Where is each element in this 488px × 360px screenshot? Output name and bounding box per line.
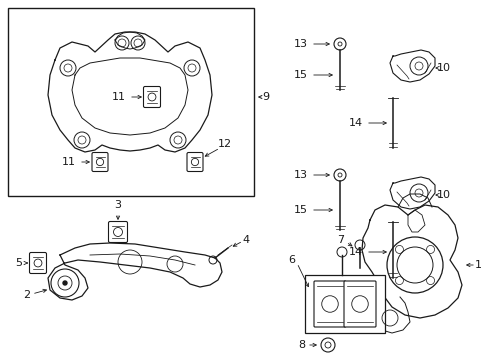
FancyBboxPatch shape [186, 153, 203, 171]
Text: 2: 2 [23, 290, 30, 300]
Text: 15: 15 [293, 205, 307, 215]
Text: 10: 10 [436, 190, 450, 200]
Text: 6: 6 [287, 255, 294, 265]
Text: 10: 10 [436, 63, 450, 73]
FancyBboxPatch shape [108, 221, 127, 243]
Text: 15: 15 [293, 70, 307, 80]
Bar [8, 8, 253, 196]
Text: 13: 13 [293, 170, 307, 180]
Text: 7: 7 [336, 235, 343, 245]
Text: 14: 14 [348, 247, 362, 257]
Text: 1: 1 [474, 260, 481, 270]
FancyBboxPatch shape [313, 281, 346, 327]
Text: 14: 14 [348, 118, 362, 128]
FancyBboxPatch shape [92, 153, 108, 171]
Text: 13: 13 [293, 39, 307, 49]
Text: 4: 4 [242, 235, 248, 245]
FancyBboxPatch shape [343, 281, 375, 327]
Text: 11: 11 [112, 92, 126, 102]
Text: 8: 8 [297, 340, 305, 350]
Text: 5: 5 [15, 258, 22, 268]
Text: 12: 12 [218, 139, 232, 149]
Bar [305, 275, 384, 333]
Text: 3: 3 [114, 200, 121, 210]
Text: 9: 9 [262, 92, 268, 102]
Text: 11: 11 [62, 157, 76, 167]
Circle shape [63, 281, 67, 285]
FancyBboxPatch shape [29, 252, 46, 274]
FancyBboxPatch shape [143, 86, 160, 108]
